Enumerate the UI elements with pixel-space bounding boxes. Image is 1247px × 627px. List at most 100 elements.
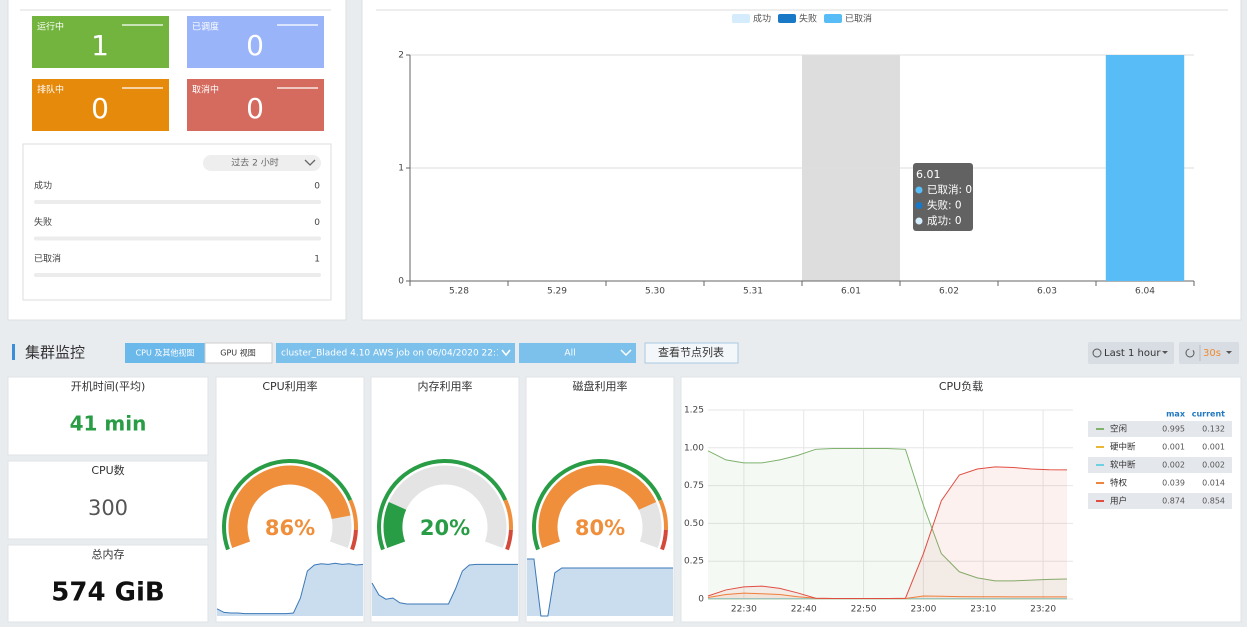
- threshold-arc: [350, 529, 358, 551]
- tooltip-item: 已取消: 0: [927, 183, 972, 196]
- chart-title: CPU负载: [939, 379, 983, 393]
- legend-value: 0.001: [1162, 443, 1185, 452]
- legend-value: 0.039: [1162, 479, 1185, 488]
- row-value: 1: [314, 255, 320, 265]
- gauge-label: 20%: [420, 516, 470, 540]
- legend-label: 特权: [1110, 478, 1128, 489]
- bar: [1105, 55, 1185, 281]
- x-tick-label: 22:30: [731, 605, 757, 615]
- chevron: [501, 349, 511, 357]
- legend-value: 0.874: [1162, 497, 1185, 506]
- threshold-arc: [660, 529, 668, 551]
- series-line: [707, 448, 1068, 582]
- legend-row: [1088, 457, 1232, 473]
- threshold-arc: [377, 459, 508, 551]
- legend-label: 已取消: [845, 13, 872, 25]
- range-dropdown[interactable]: [203, 155, 321, 171]
- time-range-picker[interactable]: [1088, 342, 1174, 364]
- legend-header: max: [1166, 410, 1186, 419]
- refresh-interval[interactable]: 30s: [1203, 348, 1221, 359]
- gauge-value: [383, 501, 407, 549]
- legend-swatch: [732, 14, 750, 23]
- sparkline-area: [372, 564, 518, 616]
- x-tick-label: 6.04: [1135, 287, 1155, 297]
- gauge-title: CPU利用率: [262, 379, 317, 393]
- series-area: [708, 448, 1068, 599]
- legend-row: [1088, 493, 1232, 509]
- tile-label: 已调度: [192, 21, 219, 33]
- range-label[interactable]: 过去 2 小时: [231, 157, 278, 169]
- legend-label: 用户: [1110, 496, 1127, 507]
- tooltip-dot: [915, 186, 923, 194]
- stat-value: 41 min: [70, 412, 147, 436]
- y-tick-label: 1: [398, 164, 404, 174]
- row-label: 已取消: [34, 253, 61, 265]
- tile-value: 0: [246, 29, 264, 62]
- gauge-label: 80%: [575, 516, 625, 540]
- legend-label: 硬中断: [1110, 442, 1136, 453]
- history-panel: [361, 0, 1242, 321]
- y-tick-label: 0.25: [684, 557, 704, 567]
- legend-label: 成功: [753, 13, 771, 25]
- cluster-label[interactable]: cluster_Bladed 4.10 AWS job on 06/04/202…: [281, 349, 517, 359]
- stat-value: 574 GiB: [51, 578, 164, 608]
- legend-value: 0.002: [1162, 461, 1185, 470]
- row-track: [34, 273, 321, 277]
- legend-label: 软中断: [1110, 460, 1136, 471]
- time-range[interactable]: Last 1 hour: [1104, 348, 1161, 359]
- legend-value: 0.001: [1202, 443, 1225, 452]
- gauge-title: 内存利用率: [418, 379, 473, 393]
- row-label: 失败: [34, 216, 52, 228]
- legend-label: 失败: [799, 13, 817, 25]
- cluster-dropdown[interactable]: [276, 343, 515, 363]
- x-tick-label: 23:10: [970, 605, 996, 615]
- legend-swatch: [778, 14, 796, 23]
- node-list-button[interactable]: [644, 342, 739, 364]
- tile-value: 0: [246, 92, 264, 125]
- gauge-value: [538, 465, 657, 549]
- sparkline-area: [527, 559, 673, 616]
- x-tick-label: 5.30: [645, 287, 665, 297]
- section-title: 集群监控: [25, 344, 85, 362]
- series-area: [708, 466, 1068, 599]
- tab[interactable]: [204, 342, 273, 364]
- stat-title: CPU数: [91, 464, 124, 477]
- x-tick-label: 5.29: [547, 287, 567, 297]
- x-tick-label: 23:00: [910, 605, 936, 615]
- caret: [1226, 351, 1232, 354]
- legend-label: 空闲: [1110, 424, 1127, 435]
- legend-value: 0.854: [1202, 497, 1225, 506]
- tab[interactable]: [125, 343, 205, 363]
- x-tick-label: 22:50: [851, 605, 877, 615]
- tile-value: 1: [91, 29, 109, 62]
- gauge-title: 磁盘利用率: [573, 379, 628, 393]
- stat-value: 300: [88, 496, 128, 520]
- y-tick-label: 0.75: [684, 481, 704, 491]
- sparkline-area: [217, 563, 363, 616]
- legend-row: [1088, 421, 1232, 437]
- x-tick-label: 6.02: [939, 287, 959, 297]
- node-dropdown[interactable]: [519, 343, 636, 363]
- stat-card: [7, 544, 209, 623]
- series-area: [708, 593, 1068, 599]
- threshold-arc: [505, 529, 513, 551]
- y-tick-label: 1.00: [684, 443, 704, 453]
- stat-card: [7, 376, 209, 456]
- refresh-picker[interactable]: [1179, 342, 1239, 364]
- stat-title: 开机时间(平均): [71, 379, 146, 393]
- stat-card: [7, 460, 209, 540]
- y-tick-label: 0: [398, 277, 404, 287]
- tab-label[interactable]: CPU 及其他视图: [136, 348, 195, 358]
- sparkline: [527, 558, 673, 617]
- y-tick-label: 2: [398, 51, 404, 61]
- chevron: [304, 159, 316, 166]
- x-tick-label: 5.28: [449, 287, 469, 297]
- row-track: [34, 200, 321, 204]
- node-filter[interactable]: All: [564, 349, 575, 359]
- button-label[interactable]: 查看节点列表: [658, 345, 724, 359]
- threshold-arc: [348, 499, 358, 530]
- row-label: 成功: [34, 180, 52, 192]
- tab-label[interactable]: GPU 视图: [220, 348, 255, 358]
- sparkline: [216, 562, 364, 615]
